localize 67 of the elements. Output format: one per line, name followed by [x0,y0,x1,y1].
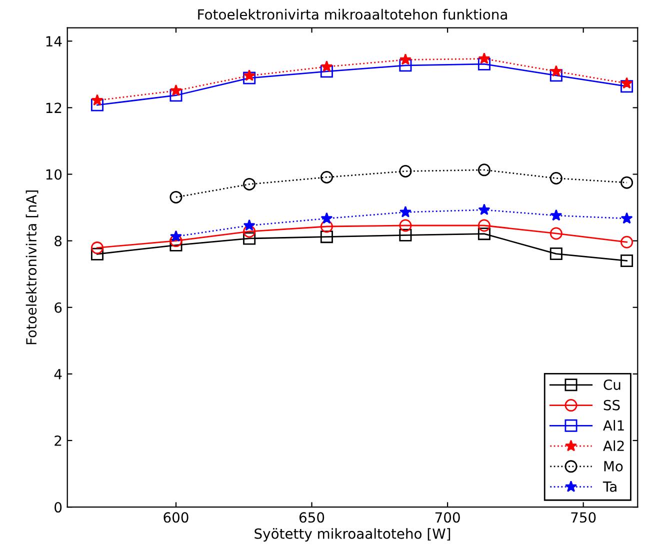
point [399,165,412,178]
point [478,228,490,240]
point [90,242,104,254]
point [243,69,256,81]
y-axis-title: Fotoelektronivirta [nA] [26,190,38,344]
y-tick-label: 6 [54,302,62,313]
point [620,236,634,248]
x-tick-label: 750 [571,512,596,523]
point [170,89,182,102]
point [478,52,490,64]
point [550,227,562,240]
point [320,60,333,72]
point [620,77,633,89]
y-tick-label: 4 [54,369,62,380]
point [399,59,412,72]
point [243,225,256,238]
point [320,220,333,233]
point [320,230,333,244]
point [243,219,256,231]
y-tick-label: 12 [46,102,62,113]
point [320,212,333,224]
chart-title: Fotoelektronivirta mikroaaltotehon funktiona [198,8,507,20]
y-tick-label: 14 [46,36,62,46]
y-tick-label: 0 [54,502,62,513]
point [620,212,633,224]
x-tick-label: 650 [299,512,324,523]
point [90,248,104,260]
point [90,98,104,112]
point [478,204,490,216]
point [91,94,104,106]
point [320,65,333,78]
point [243,72,256,84]
point [620,176,634,189]
point [320,170,333,184]
legend-label: Ta [602,482,616,492]
point [550,69,562,82]
legend-label: Al2 [603,440,624,451]
point [170,234,182,248]
y-tick-label: 2 [54,435,62,446]
y-tick-label: 8 [54,236,62,246]
point [399,54,412,65]
x-axis-title: Syötetty mikroaaltoteho [W] [254,528,450,542]
point [243,178,256,190]
legend-label: SS [604,400,620,410]
y-tick-label: 10 [46,169,62,180]
point [478,164,490,176]
x-tick-label: 700 [435,512,460,523]
x-tick-label: 600 [164,512,188,523]
legend-label: Al1 [603,420,624,431]
point [478,219,490,232]
point [399,206,412,218]
point [550,248,562,260]
point [620,254,634,268]
point [399,228,412,242]
point [170,230,182,242]
point [620,80,634,93]
point [550,209,562,221]
point [243,232,256,245]
point [170,190,182,204]
point [170,238,182,252]
point [478,58,490,70]
legend-label: Cu [604,379,620,390]
point [399,219,412,232]
legend-label: Mo [604,461,623,472]
point [550,172,562,184]
point [170,84,182,96]
point [550,65,562,77]
